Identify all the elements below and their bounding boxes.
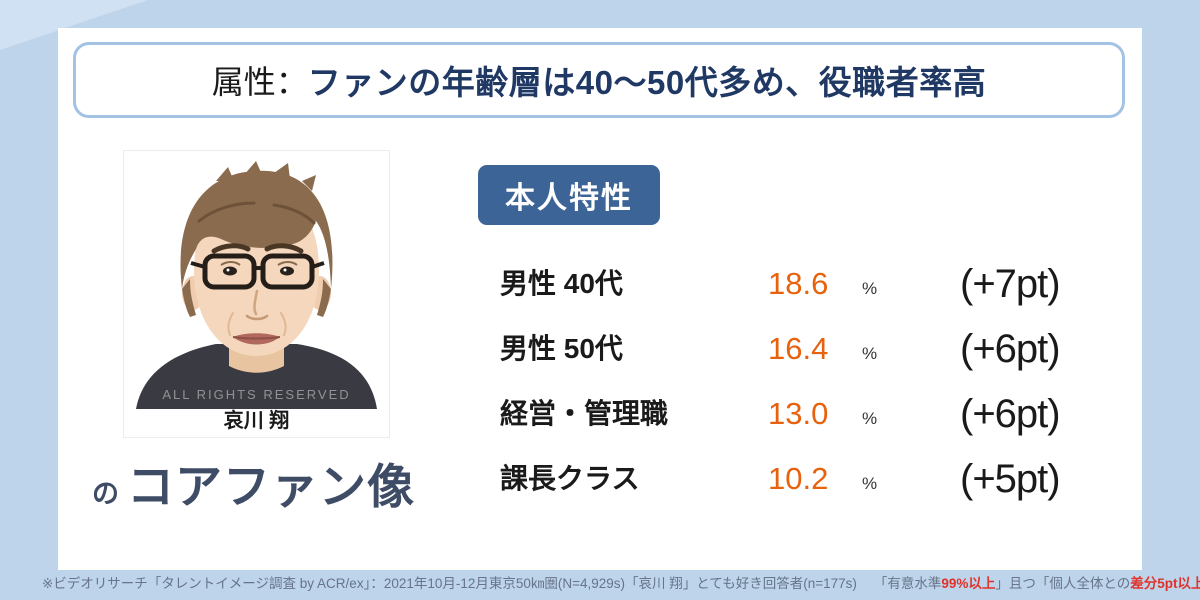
stat-unit: % — [862, 409, 878, 428]
core-fan-caption: の コアファン像 — [92, 448, 442, 517]
footnote-diff-threshold: 差分5pt以上 — [1130, 576, 1200, 591]
footnote-significance: 99%以上 — [941, 576, 996, 591]
caption-main: コアファン像 — [127, 460, 415, 513]
stat-row: 経営・管理職 13.0 % (+6pt) — [58, 382, 1142, 446]
stat-row: 課長クラス 10.2 % (+5pt) — [58, 447, 1142, 511]
talent-portrait: ALL RIGHTS RESERVED 哀川 翔 — [123, 150, 390, 438]
stat-unit: % — [862, 474, 878, 493]
footnote: ※ビデオリサーチ「タレントイメージ調査 by ACR/ex」：2021年10月-… — [42, 572, 1200, 596]
title-prefix: 属性： — [211, 64, 308, 100]
stat-label: 課長クラス — [500, 463, 640, 494]
stat-unit: % — [862, 344, 878, 363]
stat-value: 13.0 — [768, 396, 829, 431]
title-banner: 属性： ファンの年齢層は40～50代多め、役職者率高 — [73, 42, 1125, 118]
stat-value: 18.6 — [768, 266, 829, 301]
stat-row: 男性 50代 16.4 % (+6pt) — [58, 317, 1142, 381]
caption-particle: の — [92, 479, 119, 509]
stat-label: 男性 40代 — [500, 268, 623, 299]
stat-value: 10.2 — [768, 461, 829, 496]
stat-value: 16.4 — [768, 331, 829, 366]
stat-row: 男性 40代 18.6 % (+7pt) — [58, 252, 1142, 316]
talent-portrait-illustration — [136, 161, 377, 409]
talent-name: 哀川 翔 — [223, 410, 290, 432]
stat-label: 男性 50代 — [500, 333, 623, 364]
stat-diff: (+7pt) — [960, 262, 1061, 306]
stat-diff: (+6pt) — [960, 392, 1061, 436]
stat-label: 経営・管理職 — [500, 398, 669, 429]
slide-card: 属性： ファンの年齢層は40～50代多め、役職者率高 — [58, 28, 1142, 570]
stat-diff: (+6pt) — [960, 327, 1061, 371]
footnote-criteria: 「有意水準99%以上」且つ「個人全体との差分5pt以上」より抽出 ＊かっこ内は差… — [874, 576, 1200, 591]
watermark-text: ALL RIGHTS RESERVED — [162, 387, 351, 402]
footnote-source: ※ビデオリサーチ「タレントイメージ調査 by ACR/ex」：2021年10月-… — [42, 576, 857, 591]
stat-unit: % — [862, 279, 878, 298]
stat-diff: (+5pt) — [960, 457, 1061, 501]
section-badge: 本人特性 — [478, 165, 660, 225]
page-title: ファンの年齢層は40～50代多め、役職者率高 — [307, 64, 987, 101]
